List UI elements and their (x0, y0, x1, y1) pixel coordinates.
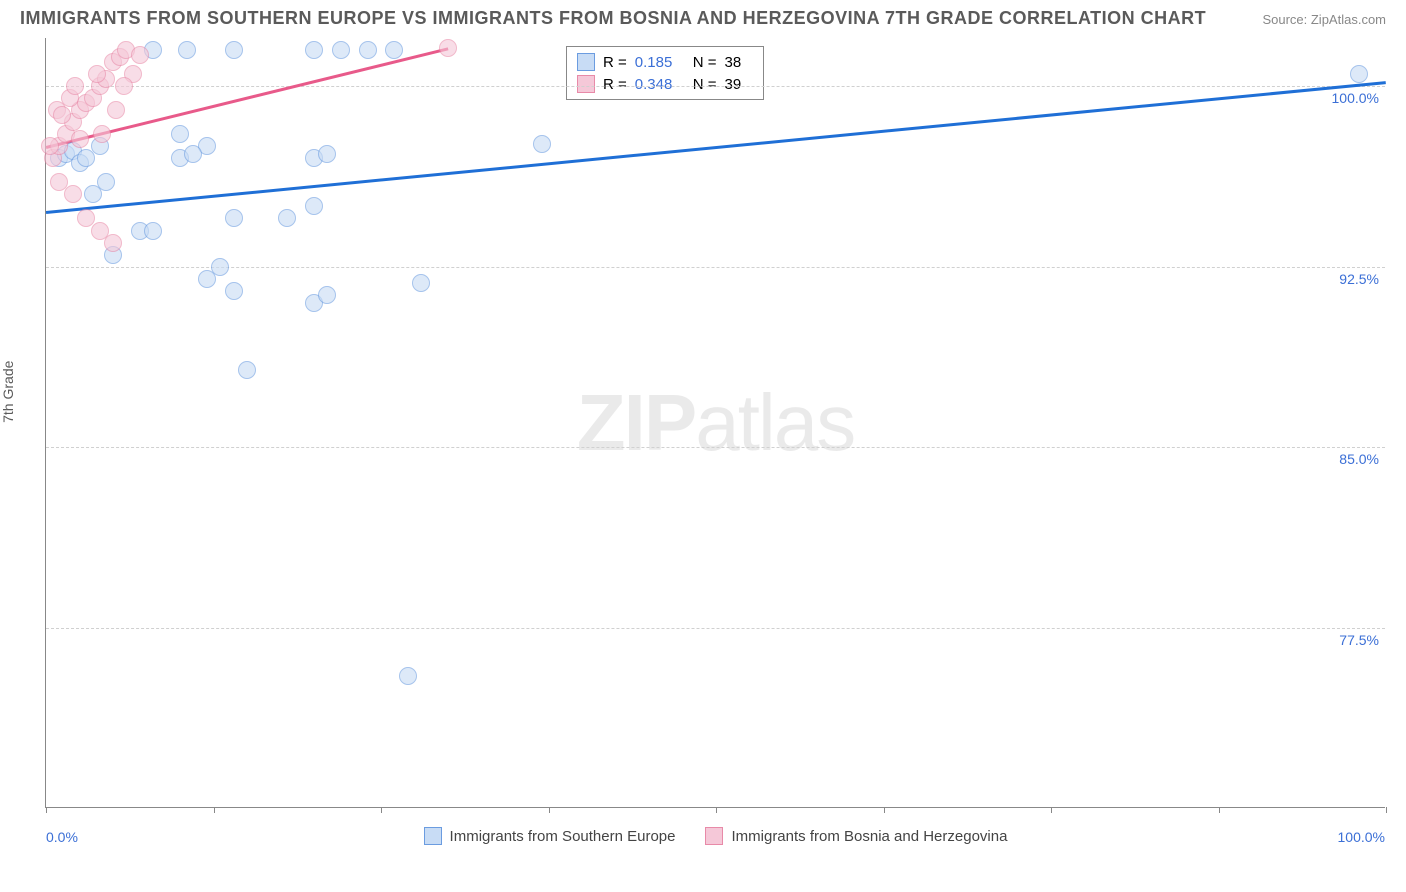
data-point (225, 41, 243, 59)
watermark: ZIPatlas (577, 377, 854, 469)
y-tick-label: 92.5% (1339, 271, 1379, 287)
data-point (533, 135, 551, 153)
data-point (64, 185, 82, 203)
data-point (318, 145, 336, 163)
watermark-light: atlas (695, 378, 854, 467)
y-axis-label: 7th Grade (0, 361, 16, 423)
legend-n-label: N = (693, 54, 717, 71)
data-point (115, 77, 133, 95)
x-tick (214, 807, 215, 813)
y-tick-label: 85.0% (1339, 451, 1379, 467)
data-point (178, 41, 196, 59)
watermark-bold: ZIP (577, 378, 695, 467)
legend-r-value-2: 0.348 (635, 76, 685, 93)
legend-row-series-2: R = 0.348 N = 39 (577, 73, 753, 95)
data-point (144, 222, 162, 240)
x-tick (1051, 807, 1052, 813)
legend-label-series-2: Immigrants from Bosnia and Herzegovina (731, 828, 1007, 845)
data-point (104, 234, 122, 252)
y-tick-label: 77.5% (1339, 632, 1379, 648)
legend-n-label: N = (693, 76, 717, 93)
data-point (50, 173, 68, 191)
data-point (225, 282, 243, 300)
swatch-series-1 (577, 53, 595, 71)
swatch-series-2 (577, 75, 595, 93)
title-bar: IMMIGRANTS FROM SOUTHERN EUROPE VS IMMIG… (20, 8, 1386, 29)
x-tick (716, 807, 717, 813)
data-point (412, 274, 430, 292)
gridline-h (46, 86, 1385, 87)
legend-n-value-1: 38 (725, 54, 753, 71)
legend-r-label: R = (603, 76, 627, 93)
x-tick (884, 807, 885, 813)
x-tick (46, 807, 47, 813)
data-point (332, 41, 350, 59)
swatch-series-2 (705, 827, 723, 845)
data-point (107, 101, 125, 119)
series-legend: Immigrants from Southern Europe Immigran… (46, 827, 1385, 845)
x-tick (1386, 807, 1387, 813)
data-point (97, 173, 115, 191)
x-tick (549, 807, 550, 813)
legend-item-series-2: Immigrants from Bosnia and Herzegovina (705, 827, 1007, 845)
x-tick (1219, 807, 1220, 813)
data-point (278, 209, 296, 227)
data-point (225, 209, 243, 227)
data-point (211, 258, 229, 276)
legend-r-label: R = (603, 54, 627, 71)
data-point (385, 41, 403, 59)
data-point (439, 39, 457, 57)
legend-n-value-2: 39 (725, 76, 753, 93)
chart-source: Source: ZipAtlas.com (1262, 12, 1386, 27)
data-point (53, 106, 71, 124)
data-point (238, 361, 256, 379)
x-tick (381, 807, 382, 813)
data-point (184, 145, 202, 163)
plot-area: ZIPatlas R = 0.185 N = 38 R = 0.348 N = … (45, 38, 1385, 808)
x-tick-label-min: 0.0% (46, 829, 78, 845)
data-point (1350, 65, 1368, 83)
data-point (41, 137, 59, 155)
chart-title: IMMIGRANTS FROM SOUTHERN EUROPE VS IMMIG… (20, 8, 1206, 29)
trend-line (46, 81, 1386, 213)
swatch-series-1 (424, 827, 442, 845)
legend-label-series-1: Immigrants from Southern Europe (450, 828, 676, 845)
legend-row-series-1: R = 0.185 N = 38 (577, 51, 753, 73)
data-point (66, 77, 84, 95)
data-point (318, 286, 336, 304)
data-point (71, 130, 89, 148)
y-tick-label: 100.0% (1332, 90, 1379, 106)
correlation-legend: R = 0.185 N = 38 R = 0.348 N = 39 (566, 46, 764, 100)
data-point (93, 125, 111, 143)
gridline-h (46, 267, 1385, 268)
data-point (88, 65, 106, 83)
data-point (399, 667, 417, 685)
data-point (305, 197, 323, 215)
legend-item-series-1: Immigrants from Southern Europe (424, 827, 676, 845)
gridline-h (46, 447, 1385, 448)
gridline-h (46, 628, 1385, 629)
data-point (359, 41, 377, 59)
legend-r-value-1: 0.185 (635, 54, 685, 71)
x-tick-label-max: 100.0% (1338, 829, 1385, 845)
data-point (131, 46, 149, 64)
data-point (305, 41, 323, 59)
data-point (171, 125, 189, 143)
